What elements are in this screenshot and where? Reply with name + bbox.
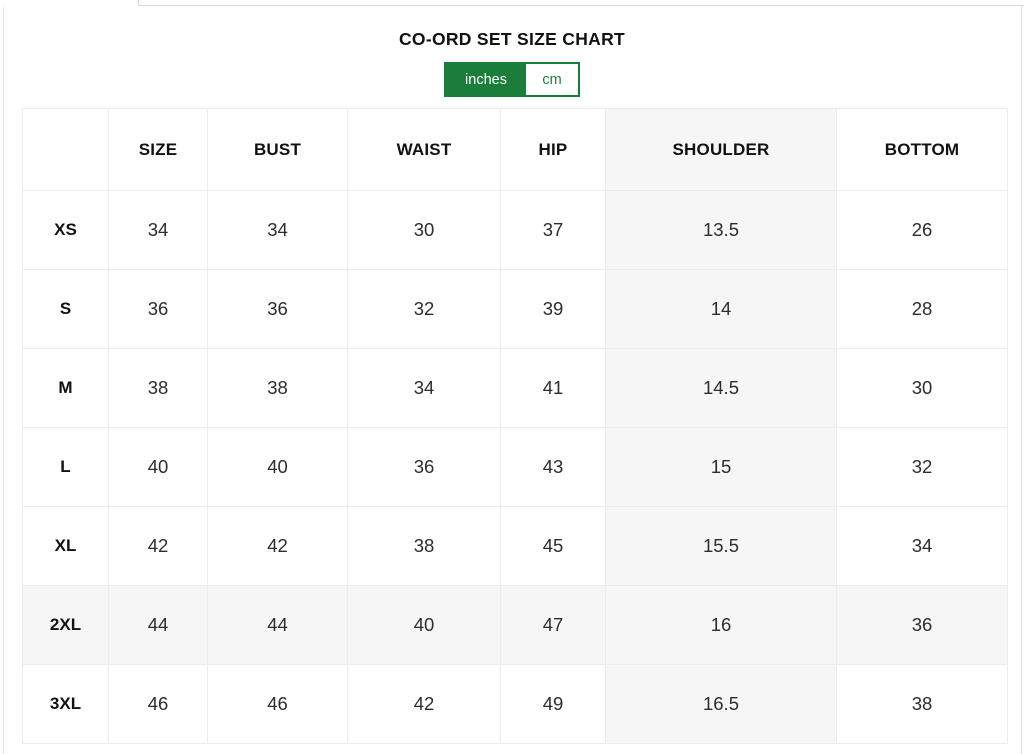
table-cell: 39 xyxy=(500,269,606,349)
row-label: S xyxy=(22,269,109,349)
table-cell: 14 xyxy=(605,269,837,349)
row-label: 3XL xyxy=(22,664,109,744)
page-title: CO-ORD SET SIZE CHART xyxy=(398,29,626,49)
tab-divider-tick xyxy=(138,0,139,6)
row-label: 2XL xyxy=(22,585,109,665)
table-cell: 47 xyxy=(500,585,606,665)
table-cell: 40 xyxy=(207,427,348,507)
table-cell: 16 xyxy=(605,585,837,665)
table-cell: 32 xyxy=(836,427,1008,507)
table-cell: 38 xyxy=(108,348,208,428)
table-cell: 34 xyxy=(108,190,208,270)
table-cell: 40 xyxy=(108,427,208,507)
table-cell: 46 xyxy=(207,664,348,744)
table-row-2xl: 2XL 44 44 40 47 16 36 xyxy=(22,585,1008,665)
table-cell: 45 xyxy=(500,506,606,586)
table-cell: 38 xyxy=(347,506,501,586)
table-cell: 15 xyxy=(605,427,837,507)
table-cell: 16.5 xyxy=(605,664,837,744)
table-cell: 28 xyxy=(836,269,1008,349)
unit-toggle: inches cm xyxy=(444,62,580,97)
table-cell: 38 xyxy=(836,664,1008,744)
column-header-size: SIZE xyxy=(108,108,208,191)
table-cell: 42 xyxy=(207,506,348,586)
table-cell: 34 xyxy=(836,506,1008,586)
table-cell: 26 xyxy=(836,190,1008,270)
panel-left-border xyxy=(3,7,4,754)
column-header-hip: HIP xyxy=(500,108,606,191)
table-cell: 49 xyxy=(500,664,606,744)
table-cell: 34 xyxy=(207,190,348,270)
table-cell: 38 xyxy=(207,348,348,428)
panel-right-border xyxy=(1021,5,1022,754)
table-cell: 36 xyxy=(836,585,1008,665)
table-cell: 15.5 xyxy=(605,506,837,586)
table-cell: 36 xyxy=(207,269,348,349)
table-cell: 41 xyxy=(500,348,606,428)
column-header-waist: WAIST xyxy=(347,108,501,191)
table-cell: 34 xyxy=(347,348,501,428)
row-label: L xyxy=(22,427,109,507)
table-row-m: M 38 38 34 41 14.5 30 xyxy=(22,348,1008,428)
table-row-l: L 40 40 36 43 15 32 xyxy=(22,427,1008,507)
table-cell: 36 xyxy=(108,269,208,349)
tab-divider-line xyxy=(138,5,1024,6)
table-row-s: S 36 36 32 39 14 28 xyxy=(22,269,1008,349)
column-header-bust: BUST xyxy=(207,108,348,191)
unit-toggle-inches-button[interactable]: inches xyxy=(446,64,526,95)
table-row-xs: XS 34 34 30 37 13.5 26 xyxy=(22,190,1008,270)
table-cell: 36 xyxy=(347,427,501,507)
size-chart-table: SIZE BUST WAIST HIP SHOULDER BOTTOM XS 3… xyxy=(22,108,1008,744)
table-cell: 44 xyxy=(207,585,348,665)
table-cell: 42 xyxy=(347,664,501,744)
table-cell: 43 xyxy=(500,427,606,507)
table-cell: 13.5 xyxy=(605,190,837,270)
unit-toggle-cm-button[interactable]: cm xyxy=(526,64,578,95)
table-cell: 32 xyxy=(347,269,501,349)
row-label: XS xyxy=(22,190,109,270)
table-cell: 42 xyxy=(108,506,208,586)
table-cell: 30 xyxy=(347,190,501,270)
table-row-3xl: 3XL 46 46 42 49 16.5 38 xyxy=(22,664,1008,744)
table-row-xl: XL 42 42 38 45 15.5 34 xyxy=(22,506,1008,586)
table-cell: 40 xyxy=(347,585,501,665)
table-cell: 46 xyxy=(108,664,208,744)
column-header-shoulder: SHOULDER xyxy=(605,108,837,191)
table-cell: 37 xyxy=(500,190,606,270)
table-cell: 44 xyxy=(108,585,208,665)
table-cell: 14.5 xyxy=(605,348,837,428)
table-header-row: SIZE BUST WAIST HIP SHOULDER BOTTOM xyxy=(22,108,1008,191)
row-label: XL xyxy=(22,506,109,586)
column-header-bottom: BOTTOM xyxy=(836,108,1008,191)
row-label: M xyxy=(22,348,109,428)
table-cell: 30 xyxy=(836,348,1008,428)
column-header-blank xyxy=(22,108,109,191)
